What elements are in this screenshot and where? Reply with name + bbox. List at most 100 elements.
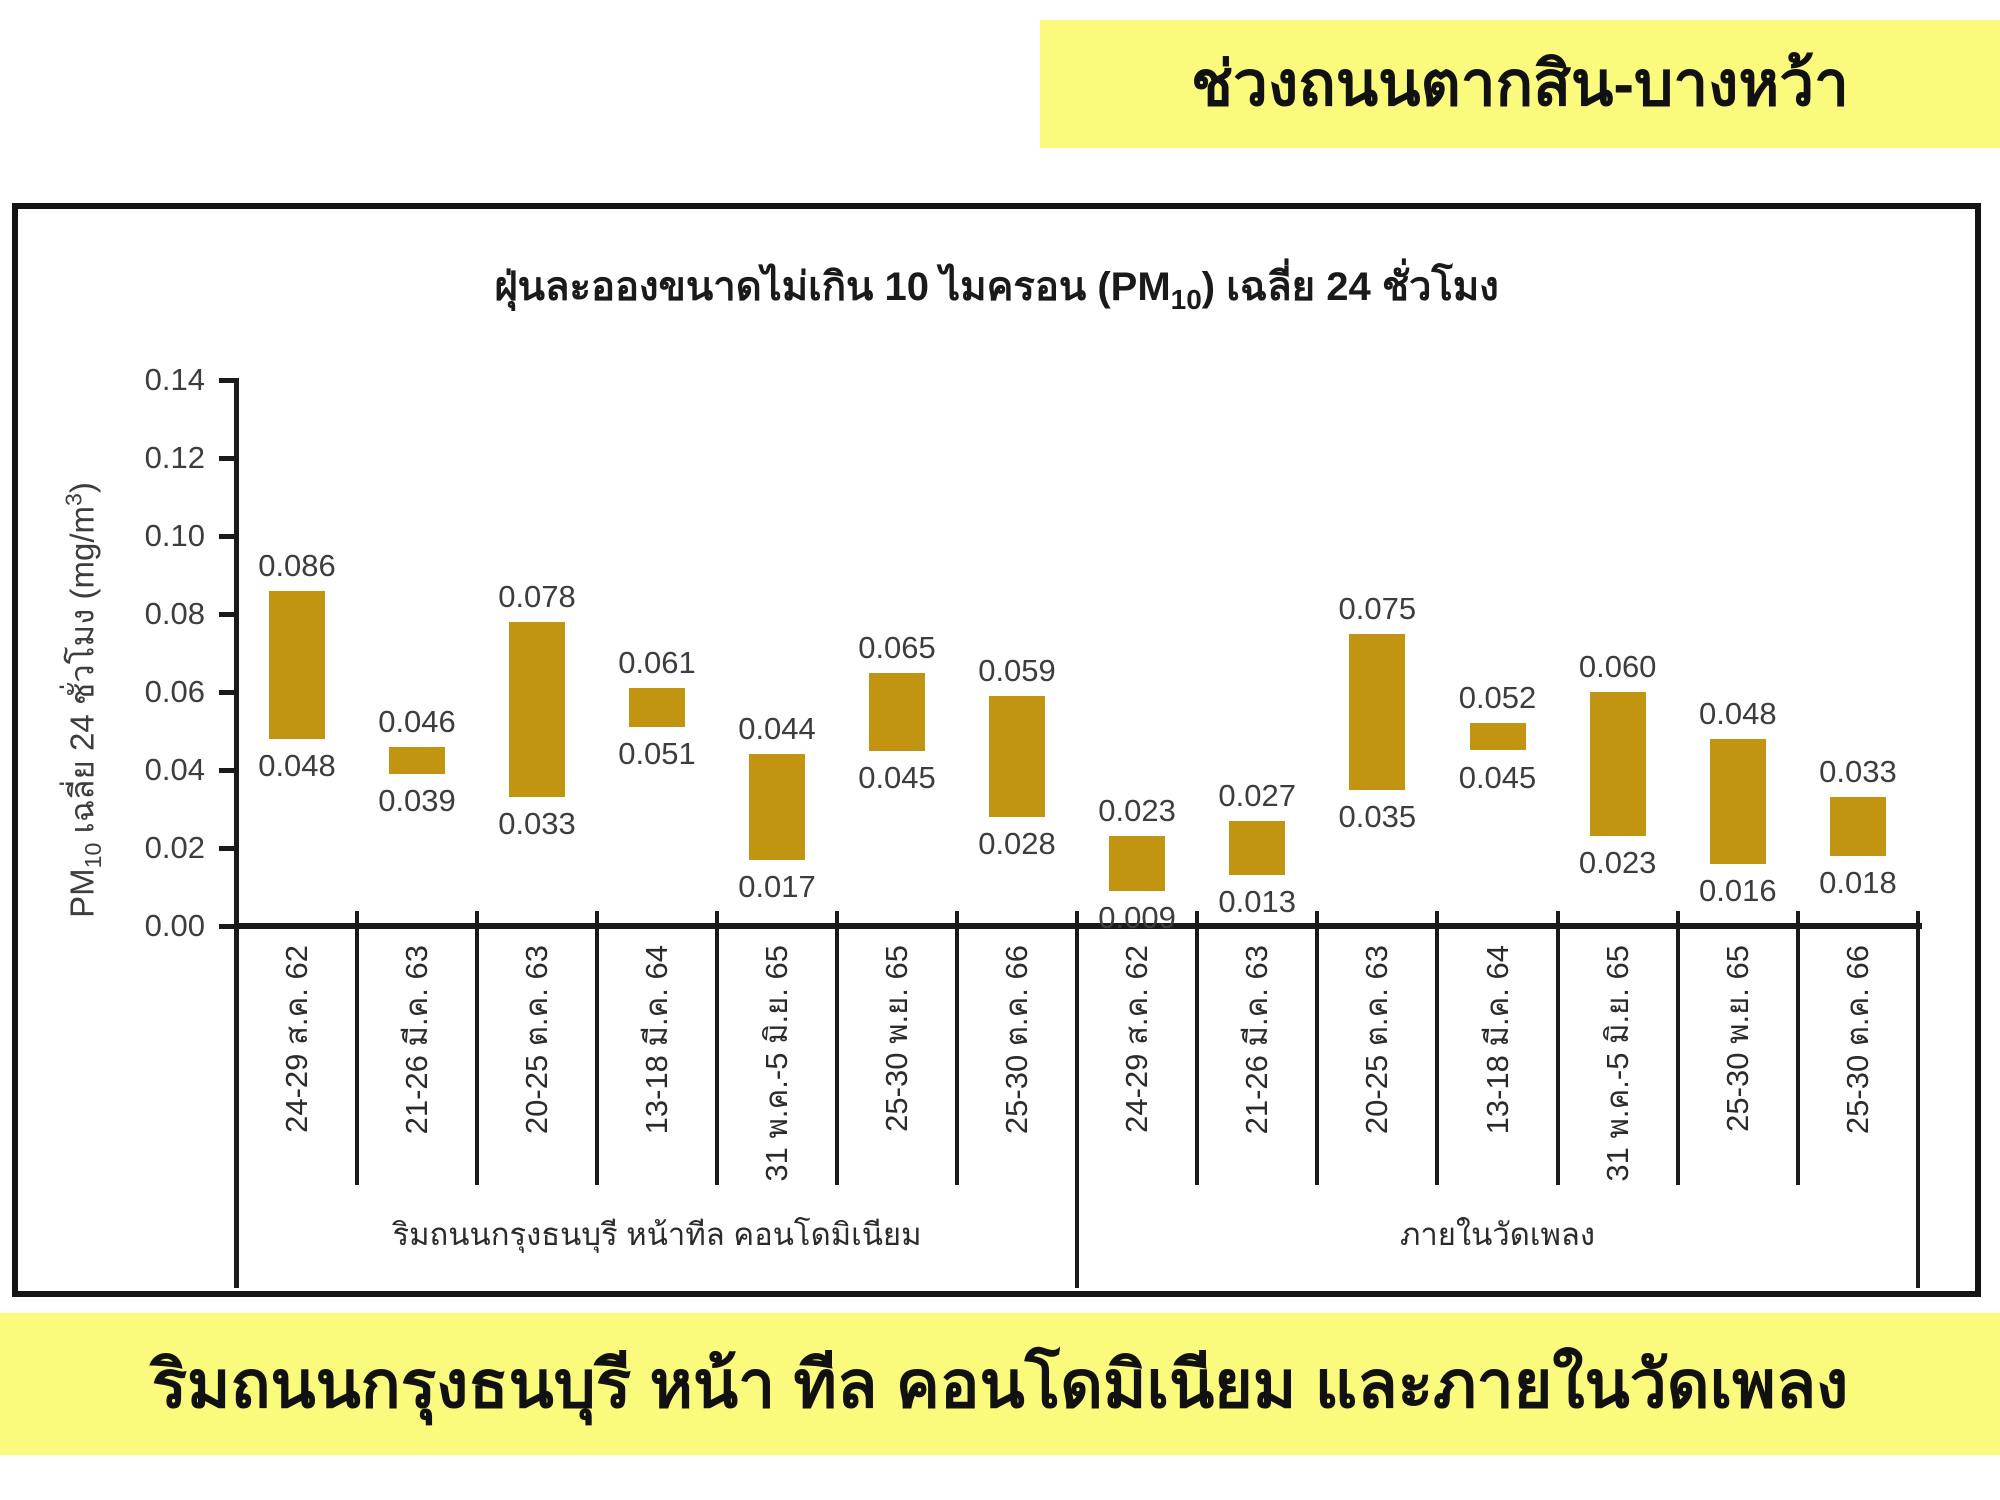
bar-low-label: 0.048: [258, 747, 336, 783]
y-tick-label: 0.02: [144, 830, 205, 865]
range-bar: [869, 672, 925, 751]
category-label: 20-25 ต.ค. 63: [1359, 945, 1395, 1135]
range-bar: [1829, 797, 1886, 856]
y-tick: [219, 768, 237, 773]
bar-low-label: 0.013: [1218, 884, 1296, 920]
y-tick-label: 0.04: [144, 752, 205, 787]
bar-low-label: 0.009: [1098, 899, 1176, 935]
category-label: 24-29 ส.ค. 62: [279, 945, 314, 1133]
bar-low-label: 0.023: [1578, 845, 1657, 881]
bottom-banner: ริมถนนกรุงธนบุรี หน้า ทีล คอนโดมิเนียม แ…: [0, 1313, 2000, 1455]
bar-high-label: 0.065: [858, 629, 936, 665]
category-label: 13-18 มี.ค. 64: [639, 945, 674, 1135]
range-bar: [1589, 692, 1646, 837]
y-tick: [219, 846, 237, 851]
bar-high-label: 0.061: [618, 645, 696, 681]
range-bar: [749, 754, 805, 860]
range-bar: [1349, 633, 1406, 790]
y-tick: [219, 924, 237, 929]
bar-low-label: 0.045: [858, 759, 936, 795]
y-tick-label: 0.06: [144, 674, 205, 709]
bar-low-label: 0.045: [1458, 759, 1537, 795]
y-axis-line: [234, 378, 239, 1288]
category-separator: [1555, 911, 1560, 1185]
category-label: 25-30 ต.ค. 66: [999, 945, 1034, 1135]
group-boundary-line: [1916, 911, 1920, 1288]
bar-high-label: 0.078: [498, 578, 576, 614]
bar-high-label: 0.027: [1218, 777, 1296, 813]
range-bar: [1229, 820, 1286, 876]
top-banner-text: ช่วงถนนตากสิน-บางหว้า: [1191, 50, 1849, 119]
y-tick: [219, 690, 237, 695]
bar-low-label: 0.035: [1338, 798, 1417, 834]
category-separator: [715, 911, 719, 1185]
category-separator: [1315, 911, 1320, 1185]
bar-high-label: 0.052: [1458, 680, 1537, 716]
y-tick-label: 0.00: [144, 908, 205, 943]
category-separator: [1675, 911, 1680, 1185]
category-separator: [835, 911, 839, 1185]
category-separator: [355, 911, 359, 1185]
y-tick-label: 0.10: [144, 518, 205, 553]
bar-high-label: 0.033: [1819, 754, 1897, 790]
bar-low-label: 0.017: [738, 868, 816, 904]
bar-high-label: 0.060: [1578, 649, 1657, 684]
category-label: 20-25 ต.ค. 63: [519, 945, 554, 1135]
y-tick: [219, 378, 237, 383]
bottom-banner-text: ริมถนนกรุงธนบุรี หน้า ทีล คอนโดมิเนียม แ…: [151, 1346, 1849, 1421]
group-boundary-line: [1075, 911, 1079, 1288]
y-tick-label: 0.14: [144, 362, 205, 397]
bar-high-label: 0.046: [378, 703, 456, 739]
category-label: 13-18 มี.ค. 64: [1479, 945, 1515, 1135]
category-separator: [595, 911, 599, 1185]
category-label: 21-26 มี.ค. 63: [1239, 945, 1275, 1135]
y-tick-label: 0.08: [144, 596, 205, 631]
bar-low-label: 0.018: [1819, 864, 1897, 900]
range-bar: [389, 746, 445, 774]
bar-high-label: 0.048: [1698, 695, 1777, 731]
bar-high-label: 0.044: [738, 711, 816, 747]
category-label: 25-30 พ.ย. 65: [1719, 945, 1755, 1132]
category-separator: [1435, 911, 1440, 1185]
y-tick-label: 0.12: [144, 440, 205, 475]
bar-high-label: 0.086: [258, 547, 336, 583]
y-tick: [219, 534, 237, 539]
range-bar: [1109, 836, 1166, 891]
bar-low-label: 0.051: [618, 736, 696, 772]
group-label: ภายในวัดเพลง: [1399, 1217, 1596, 1252]
category-label: 31 พ.ค.-5 มิ.ย. 65: [1599, 945, 1635, 1182]
chart-title: ฝุ่นละอองขนาดไม่เกิน 10 ไมครอน (PM10) เฉ…: [12, 252, 1981, 322]
bar-low-label: 0.039: [378, 782, 456, 818]
bar-low-label: 0.033: [498, 806, 576, 842]
bar-high-label: 0.023: [1098, 793, 1176, 829]
bar-high-label: 0.075: [1338, 590, 1417, 626]
category-separator: [1795, 911, 1800, 1185]
category-label: 24-29 ส.ค. 62: [1119, 945, 1155, 1133]
y-tick: [219, 612, 237, 617]
category-label: 21-26 มี.ค. 63: [399, 945, 434, 1135]
chart-title-subscript: 10: [1170, 284, 1202, 315]
group-label: ริมถนนกรุงธนบุรี หน้าทีล คอนโดมิเนียม: [392, 1217, 922, 1252]
bar-low-label: 0.028: [978, 825, 1056, 861]
category-label: 25-30 พ.ย. 65: [879, 945, 914, 1132]
chart-frame: [12, 203, 1981, 1297]
y-tick: [219, 456, 237, 461]
top-banner: ช่วงถนนตากสิน-บางหว้า: [1040, 20, 2000, 148]
range-bar: [269, 590, 325, 739]
range-bar: [989, 695, 1045, 817]
category-separator: [1195, 911, 1200, 1185]
bar-high-label: 0.059: [978, 652, 1056, 688]
range-bar: [509, 621, 565, 798]
range-bar: [1469, 723, 1526, 751]
chart-title-suffix: ) เฉลี่ย 24 ชั่วโมง: [1201, 265, 1499, 309]
category-label: 25-30 ต.ค. 66: [1839, 945, 1875, 1135]
category-separator: [475, 911, 479, 1185]
range-bar: [629, 688, 685, 728]
group-boundary-line: [235, 911, 239, 1288]
bar-low-label: 0.016: [1698, 872, 1777, 908]
chart-title-prefix: ฝุ่นละอองขนาดไม่เกิน 10 ไมครอน (PM: [494, 265, 1171, 309]
range-bar: [1709, 738, 1766, 864]
category-separator: [955, 911, 959, 1185]
category-label: 31 พ.ค.-5 มิ.ย. 65: [759, 945, 794, 1182]
